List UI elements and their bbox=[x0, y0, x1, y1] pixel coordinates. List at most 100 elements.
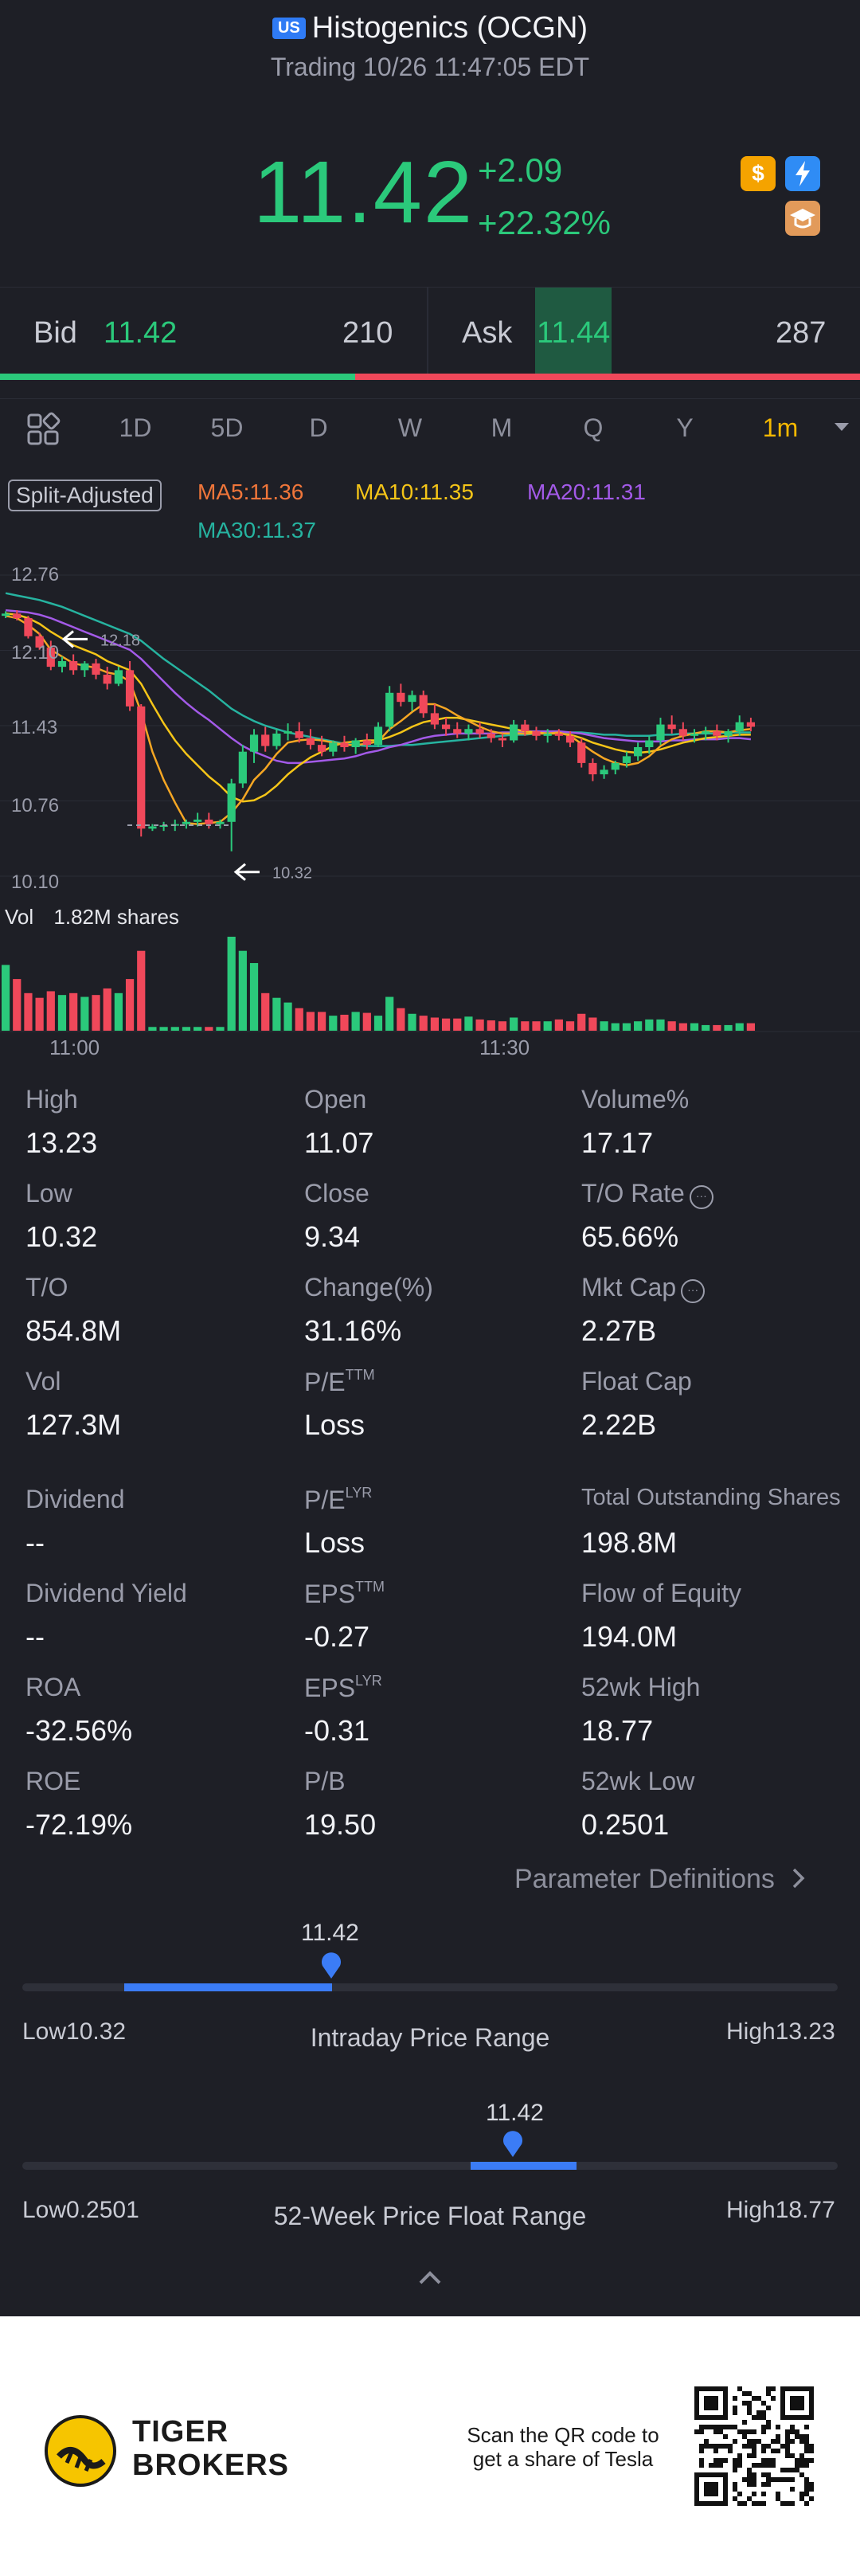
stat-label: 52wk High bbox=[581, 1673, 700, 1702]
tab-week[interactable]: W bbox=[397, 413, 423, 442]
stat-label[interactable]: Mkt Cap ··· bbox=[581, 1273, 706, 1303]
info-icon[interactable]: ··· bbox=[689, 1185, 713, 1209]
candle-body bbox=[724, 731, 733, 736]
qr-module bbox=[733, 2482, 737, 2487]
qr-module bbox=[761, 2401, 766, 2406]
volume-bar bbox=[329, 1016, 338, 1031]
stat-label-text: Float Cap bbox=[581, 1367, 692, 1396]
chevron-down-icon[interactable] bbox=[833, 421, 850, 437]
dollar-icon[interactable]: $ bbox=[741, 156, 776, 191]
stat-value: 31.16% bbox=[304, 1314, 402, 1347]
candle-body bbox=[453, 729, 462, 734]
qr-module bbox=[795, 2463, 799, 2468]
qr-module bbox=[752, 2415, 756, 2420]
volume-bar bbox=[373, 1016, 383, 1031]
volume-bar bbox=[408, 1013, 416, 1031]
qr-module bbox=[699, 2463, 704, 2468]
location-pin-icon bbox=[320, 1952, 342, 1984]
candle-body bbox=[69, 661, 78, 671]
qr-module bbox=[756, 2501, 761, 2506]
qr-module bbox=[790, 2487, 795, 2492]
tab-1m[interactable]: 1m bbox=[762, 413, 799, 442]
volume-bar bbox=[306, 1012, 315, 1031]
stat-label[interactable]: T/O Rate ··· bbox=[581, 1179, 713, 1209]
candle-body bbox=[283, 731, 292, 734]
quote-header: US Histogenics (OCGN) Trading 10/26 11:47… bbox=[0, 0, 860, 287]
tab-1d[interactable]: 1D bbox=[119, 413, 152, 442]
volume-bar bbox=[702, 1024, 710, 1031]
volume-bar bbox=[611, 1023, 620, 1031]
candle-body bbox=[441, 724, 451, 730]
stat-value: 198.8M bbox=[581, 1526, 678, 1559]
candle-body bbox=[656, 724, 665, 741]
qr-module bbox=[747, 2439, 752, 2444]
stat-value: 2.22B bbox=[581, 1408, 657, 1441]
qr-module bbox=[790, 2477, 795, 2482]
qr-module bbox=[771, 2439, 776, 2444]
parameter-definitions-link[interactable]: Parameter Definitions bbox=[514, 1864, 806, 1897]
candlestick-chart[interactable]: 12.18 10.32 bbox=[0, 558, 860, 1051]
qr-module bbox=[790, 2429, 795, 2434]
tab-month[interactable]: M bbox=[491, 413, 513, 442]
lightning-icon[interactable] bbox=[785, 156, 820, 191]
graduation-icon[interactable] bbox=[785, 201, 820, 236]
qr-module bbox=[742, 2401, 747, 2406]
bid-ask-divider bbox=[427, 288, 428, 374]
candle-body bbox=[487, 733, 495, 738]
qr-module bbox=[747, 2477, 752, 2482]
stat-label: T/O bbox=[25, 1273, 68, 1302]
qr-module bbox=[804, 2425, 809, 2429]
bid-label: Bid bbox=[33, 316, 77, 350]
stat-label-text: EPS bbox=[304, 1580, 356, 1608]
y-tick-label: 12.76 bbox=[11, 564, 60, 585]
y-tick-label: 10.10 bbox=[11, 871, 60, 893]
qr-finder bbox=[704, 2396, 718, 2410]
candle-body bbox=[46, 647, 55, 667]
tab-5d[interactable]: 5D bbox=[210, 413, 244, 442]
volume-bar bbox=[194, 1027, 202, 1031]
qr-module bbox=[718, 2444, 723, 2449]
volume-bar bbox=[159, 1027, 168, 1031]
qr-module bbox=[752, 2453, 756, 2458]
volume-bar bbox=[498, 1021, 507, 1031]
qr-module bbox=[809, 2444, 814, 2449]
info-icon[interactable]: ··· bbox=[681, 1279, 706, 1303]
split-adjusted-button[interactable]: Split-Adjusted bbox=[8, 480, 162, 511]
tab-year[interactable]: Y bbox=[676, 413, 694, 442]
candle-body bbox=[645, 740, 654, 747]
qr-module bbox=[713, 2458, 718, 2463]
chevron-up-icon[interactable] bbox=[414, 2262, 446, 2294]
stat-label-text: Dividend Yield bbox=[25, 1579, 187, 1607]
stat-value: 854.8M bbox=[25, 1314, 122, 1347]
qr-module bbox=[795, 2434, 799, 2439]
qr-module bbox=[761, 2415, 766, 2420]
qr-module bbox=[752, 2463, 756, 2468]
stat-value: Loss bbox=[304, 1408, 366, 1441]
qr-module bbox=[704, 2425, 709, 2429]
stat-value: 2.27B bbox=[581, 1314, 657, 1347]
qr-module bbox=[699, 2425, 704, 2429]
tab-quarter[interactable]: Q bbox=[583, 413, 604, 442]
candle-body bbox=[13, 613, 22, 618]
qr-module bbox=[752, 2396, 756, 2401]
timeframe-tabs: 1D 5D D W M Q Y 1m bbox=[0, 398, 860, 454]
stat-label-text: High bbox=[25, 1085, 78, 1114]
ask-size: 287 bbox=[776, 316, 827, 350]
tab-day[interactable]: D bbox=[309, 413, 328, 442]
stat-value: -- bbox=[25, 1526, 45, 1559]
candle-body bbox=[261, 734, 270, 746]
stat-label-text: Open bbox=[304, 1085, 367, 1114]
week52-range-track bbox=[22, 2162, 838, 2170]
qr-module bbox=[809, 2458, 814, 2463]
qr-module bbox=[709, 2444, 713, 2449]
stat-label: P/ETTM bbox=[304, 1367, 375, 1397]
qr-module bbox=[771, 2477, 776, 2482]
stat-label: Dividend bbox=[25, 1485, 125, 1514]
chart-layout-icon[interactable] bbox=[25, 412, 61, 447]
max-arrow-icon bbox=[61, 630, 88, 648]
week52-range-fill bbox=[471, 2162, 577, 2170]
qr-module bbox=[776, 2492, 780, 2496]
bid-ask-panel: Bid 11.42 210 Ask 11.44 287 bbox=[0, 287, 860, 380]
stat-value: -- bbox=[25, 1620, 45, 1653]
stat-value: 10.32 bbox=[25, 1220, 98, 1253]
